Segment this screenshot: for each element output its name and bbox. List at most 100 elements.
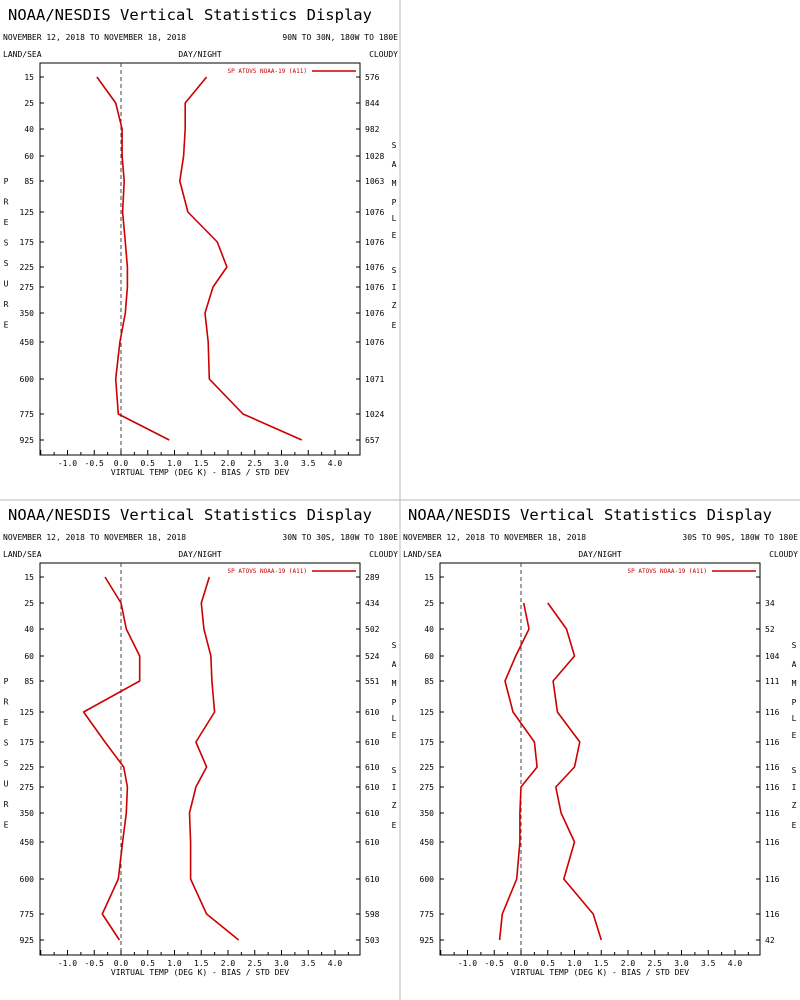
pressure-level-label: 175 — [20, 738, 35, 747]
x-tick-label: 0.5 — [141, 459, 156, 468]
region-label: 90N TO 30N, 180W TO 180E — [282, 33, 398, 42]
sample-size-label: 434 — [365, 599, 380, 608]
sample-size-label: 610 — [365, 838, 380, 847]
date-range: NOVEMBER 12, 2018 TO NOVEMBER 18, 2018 — [3, 33, 186, 42]
x-axis-label: VIRTUAL TEMP (DEG K) - BIAS / STD DEV — [111, 468, 289, 477]
pressure-level-label: 40 — [24, 625, 34, 634]
x-tick-label: 3.5 — [301, 459, 316, 468]
pressure-level-label: 275 — [20, 783, 35, 792]
x-tick-label: 4.0 — [328, 959, 343, 968]
legend-label: SP ATOVS NOAA-19 (A11) — [628, 568, 707, 575]
sample-size-axis-letter: I — [792, 783, 797, 792]
x-tick-label: 0.0 — [114, 959, 129, 968]
series-line-bias — [96, 76, 170, 441]
sample-size-axis-letter: E — [392, 731, 397, 740]
chart-title: NOAA/NESDIS Vertical Statistics Display — [8, 506, 372, 524]
x-tick-label: 0.0 — [114, 459, 129, 468]
sample-size-label: 116 — [765, 738, 780, 747]
sample-size-axis-letter: S — [392, 141, 397, 150]
x-tick-label: 2.0 — [221, 459, 236, 468]
sample-size-axis-letter: P — [392, 698, 397, 707]
sample-size-axis-letter: S — [792, 766, 797, 775]
chart-panel-1: NOAA/NESDIS Vertical Statistics Display N… — [3, 6, 398, 477]
pressure-level-label: 275 — [420, 783, 435, 792]
header-day-night: DAY/NIGHT — [578, 550, 622, 559]
plot-frame — [439, 562, 761, 956]
x-tick-label: 3.5 — [701, 959, 716, 968]
x-tick-label: 3.5 — [301, 959, 316, 968]
series-line-bias — [82, 576, 141, 941]
x-tick-label: 0.5 — [541, 959, 556, 968]
pressure-level-label: 85 — [24, 677, 34, 686]
sample-size-label: 610 — [365, 783, 380, 792]
header-day-night: DAY/NIGHT — [178, 50, 222, 59]
pressure-level-label: 775 — [20, 910, 35, 919]
sample-size-label: 610 — [365, 875, 380, 884]
pressure-level-label: 450 — [20, 338, 35, 347]
x-axis-label: VIRTUAL TEMP (DEG K) - BIAS / STD DEV — [511, 968, 689, 977]
pressure-level-label: 25 — [24, 99, 34, 108]
sample-size-label: 1076 — [365, 338, 384, 347]
sample-size-axis-letter: E — [792, 731, 797, 740]
pressure-level-label: 25 — [424, 599, 434, 608]
x-tick-label: -1.0 — [458, 959, 477, 968]
y-axis-label-letter: S — [4, 259, 9, 268]
x-tick-label: 2.0 — [221, 959, 236, 968]
pressure-level-label: 600 — [420, 875, 435, 884]
x-tick-label: 2.5 — [248, 459, 263, 468]
pressure-level-label: 15 — [24, 73, 34, 82]
x-tick-label: 2.0 — [621, 959, 636, 968]
pressure-level-label: 350 — [20, 809, 35, 818]
header-day-night: DAY/NIGHT — [178, 550, 222, 559]
pressure-level-label: 40 — [24, 125, 34, 134]
x-tick-label: 2.5 — [648, 959, 663, 968]
pressure-level-label: 925 — [20, 936, 35, 945]
sample-size-axis-letter: L — [392, 214, 397, 223]
sample-size-axis-letter: A — [392, 660, 397, 669]
pressure-level-label: 85 — [24, 177, 34, 186]
x-tick-label: 0.0 — [514, 959, 529, 968]
pressure-level-label: 15 — [24, 573, 34, 582]
x-tick-label: 3.0 — [674, 959, 689, 968]
sample-size-label: 610 — [365, 738, 380, 747]
sample-size-axis-letter: L — [792, 714, 797, 723]
sample-size-axis-letter: I — [392, 783, 397, 792]
x-tick-label: 1.5 — [194, 459, 209, 468]
sample-size-axis-letter: P — [392, 198, 397, 207]
sample-size-label: 657 — [365, 436, 380, 445]
sample-size-axis-letter: Z — [792, 801, 797, 810]
sample-size-label: 52 — [765, 625, 775, 634]
sample-size-axis-letter: I — [392, 283, 397, 292]
sample-size-axis-letter: Z — [392, 301, 397, 310]
sample-size-label: 1076 — [365, 263, 384, 272]
y-axis-label-letter: E — [4, 718, 9, 727]
pressure-level-label: 350 — [420, 809, 435, 818]
y-axis-label-letter: S — [4, 759, 9, 768]
pressure-level-label: 25 — [24, 599, 34, 608]
sample-size-label: 1063 — [365, 177, 384, 186]
pressure-level-label: 925 — [420, 936, 435, 945]
sample-size-label: 111 — [765, 677, 780, 686]
pressure-level-label: 775 — [420, 910, 435, 919]
chart-panel-2: NOAA/NESDIS Vertical Statistics Display N… — [3, 506, 398, 977]
sample-size-label: 610 — [365, 763, 380, 772]
chart-title: NOAA/NESDIS Vertical Statistics Display — [408, 506, 772, 524]
sample-size-label: 610 — [365, 809, 380, 818]
pressure-level-label: 175 — [20, 238, 35, 247]
sample-size-label: 116 — [765, 708, 780, 717]
y-axis-label-letter: R — [4, 800, 9, 809]
sample-size-label: 104 — [765, 652, 780, 661]
pressure-level-label: 15 — [424, 573, 434, 582]
sample-size-axis-letter: P — [792, 698, 797, 707]
header-cloudy: CLOUDY — [369, 550, 398, 559]
legend-label: SP ATOVS NOAA-19 (A11) — [228, 68, 307, 75]
sample-size-label: 1028 — [365, 152, 384, 161]
sample-size-label: 1024 — [365, 410, 384, 419]
pressure-level-label: 450 — [420, 838, 435, 847]
x-tick-label: 0.5 — [141, 959, 156, 968]
pressure-level-label: 225 — [420, 763, 435, 772]
date-range: NOVEMBER 12, 2018 TO NOVEMBER 18, 2018 — [3, 533, 186, 542]
pressure-level-label: 600 — [20, 875, 35, 884]
pressure-level-label: 125 — [20, 708, 35, 717]
region-label: 30N TO 30S, 180W TO 180E — [282, 533, 398, 542]
